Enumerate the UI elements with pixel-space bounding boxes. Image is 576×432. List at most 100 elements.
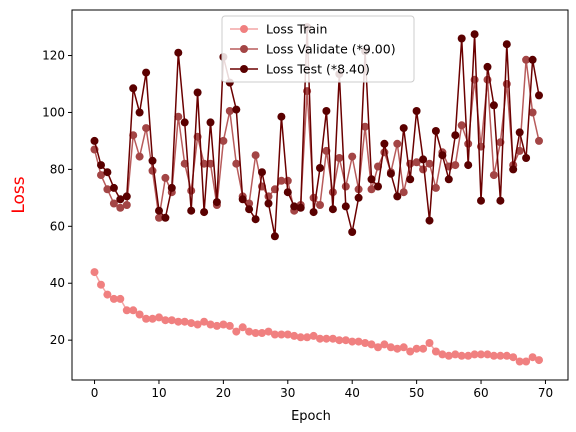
data-point: [438, 350, 447, 359]
data-point: [142, 124, 151, 133]
x-tick-label: 70: [538, 386, 553, 400]
data-point: [464, 161, 473, 170]
data-point: [290, 202, 299, 211]
data-point: [90, 268, 99, 277]
data-point: [109, 183, 118, 192]
data-point: [283, 188, 292, 197]
y-tick-label: 80: [50, 162, 65, 176]
data-point: [174, 317, 183, 326]
data-point: [431, 183, 440, 192]
data-point: [303, 333, 312, 342]
data-point: [457, 121, 466, 130]
data-point: [296, 333, 305, 342]
data-point: [489, 171, 498, 180]
data-point: [116, 195, 125, 204]
data-point: [393, 344, 402, 353]
data-point: [528, 353, 537, 362]
data-point: [515, 128, 524, 137]
data-point: [232, 105, 241, 114]
y-tick-label: 100: [42, 105, 65, 119]
series-line: [93, 27, 540, 237]
data-point: [187, 186, 196, 195]
data-point: [135, 152, 144, 161]
y-tick-label: 60: [50, 219, 65, 233]
data-point: [277, 176, 286, 185]
data-point: [200, 317, 209, 326]
data-point: [419, 155, 428, 164]
data-point: [425, 159, 434, 168]
data-point: [464, 351, 473, 360]
data-point: [264, 327, 273, 336]
data-point: [354, 337, 363, 346]
data-point: [528, 108, 537, 117]
data-point: [380, 139, 389, 148]
data-point: [489, 351, 498, 360]
legend-label: Loss Train: [266, 22, 327, 37]
x-tick-label: 40: [345, 386, 360, 400]
x-tick-label: 10: [151, 386, 166, 400]
data-point: [116, 203, 125, 212]
legend-marker: [240, 45, 248, 53]
data-point: [399, 188, 408, 197]
data-point: [142, 68, 151, 77]
x-tick-label: 60: [473, 386, 488, 400]
x-axis-label: Epoch: [291, 409, 331, 424]
data-point: [431, 347, 440, 356]
data-point: [225, 321, 234, 330]
legend-item: Loss Validate (*9.00): [230, 42, 396, 57]
data-point: [348, 337, 357, 346]
data-point: [277, 330, 286, 339]
data-point: [341, 336, 350, 345]
data-point: [135, 310, 144, 319]
data-point: [148, 314, 157, 323]
data-point: [251, 329, 260, 337]
data-point: [251, 215, 260, 224]
data-point: [109, 294, 118, 303]
data-point: [277, 112, 286, 121]
data-point: [212, 321, 221, 330]
data-point: [155, 213, 163, 222]
data-point: [509, 353, 518, 362]
data-point: [122, 306, 131, 315]
legend-label: Loss Validate (*9.00): [266, 42, 396, 57]
data-point: [515, 357, 524, 366]
data-point: [451, 350, 460, 359]
data-point: [444, 351, 453, 360]
x-tick-label: 20: [216, 386, 231, 400]
data-point: [341, 182, 350, 191]
data-point: [535, 91, 543, 100]
series-1: [90, 268, 543, 366]
data-point: [122, 201, 131, 209]
data-point: [116, 294, 125, 303]
legend-item: Loss Train: [230, 22, 327, 37]
data-point: [522, 154, 531, 162]
x-tick-label: 30: [280, 386, 295, 400]
legend-item: Loss Test (*8.40): [230, 62, 370, 77]
data-point: [477, 350, 485, 359]
y-tick-label: 40: [50, 276, 65, 290]
data-point: [431, 127, 440, 135]
data-point: [399, 343, 408, 352]
data-point: [245, 327, 254, 336]
data-point: [457, 34, 466, 43]
data-point: [155, 313, 163, 322]
data-point: [328, 334, 337, 343]
data-point: [122, 192, 131, 201]
data-point: [180, 317, 189, 326]
data-point: [232, 327, 241, 336]
data-point: [238, 195, 247, 204]
data-point: [341, 202, 350, 211]
data-point: [200, 208, 209, 217]
y-tick-label: 120: [42, 49, 65, 63]
data-point: [522, 357, 531, 366]
legend-marker: [240, 25, 248, 33]
plot-area: [90, 23, 543, 366]
series-line: [93, 59, 540, 218]
data-point: [393, 139, 402, 148]
legend-marker: [240, 65, 248, 73]
data-point: [238, 323, 247, 332]
data-point: [393, 192, 402, 201]
data-point: [161, 316, 170, 325]
data-point: [425, 216, 434, 225]
data-point: [328, 205, 337, 214]
